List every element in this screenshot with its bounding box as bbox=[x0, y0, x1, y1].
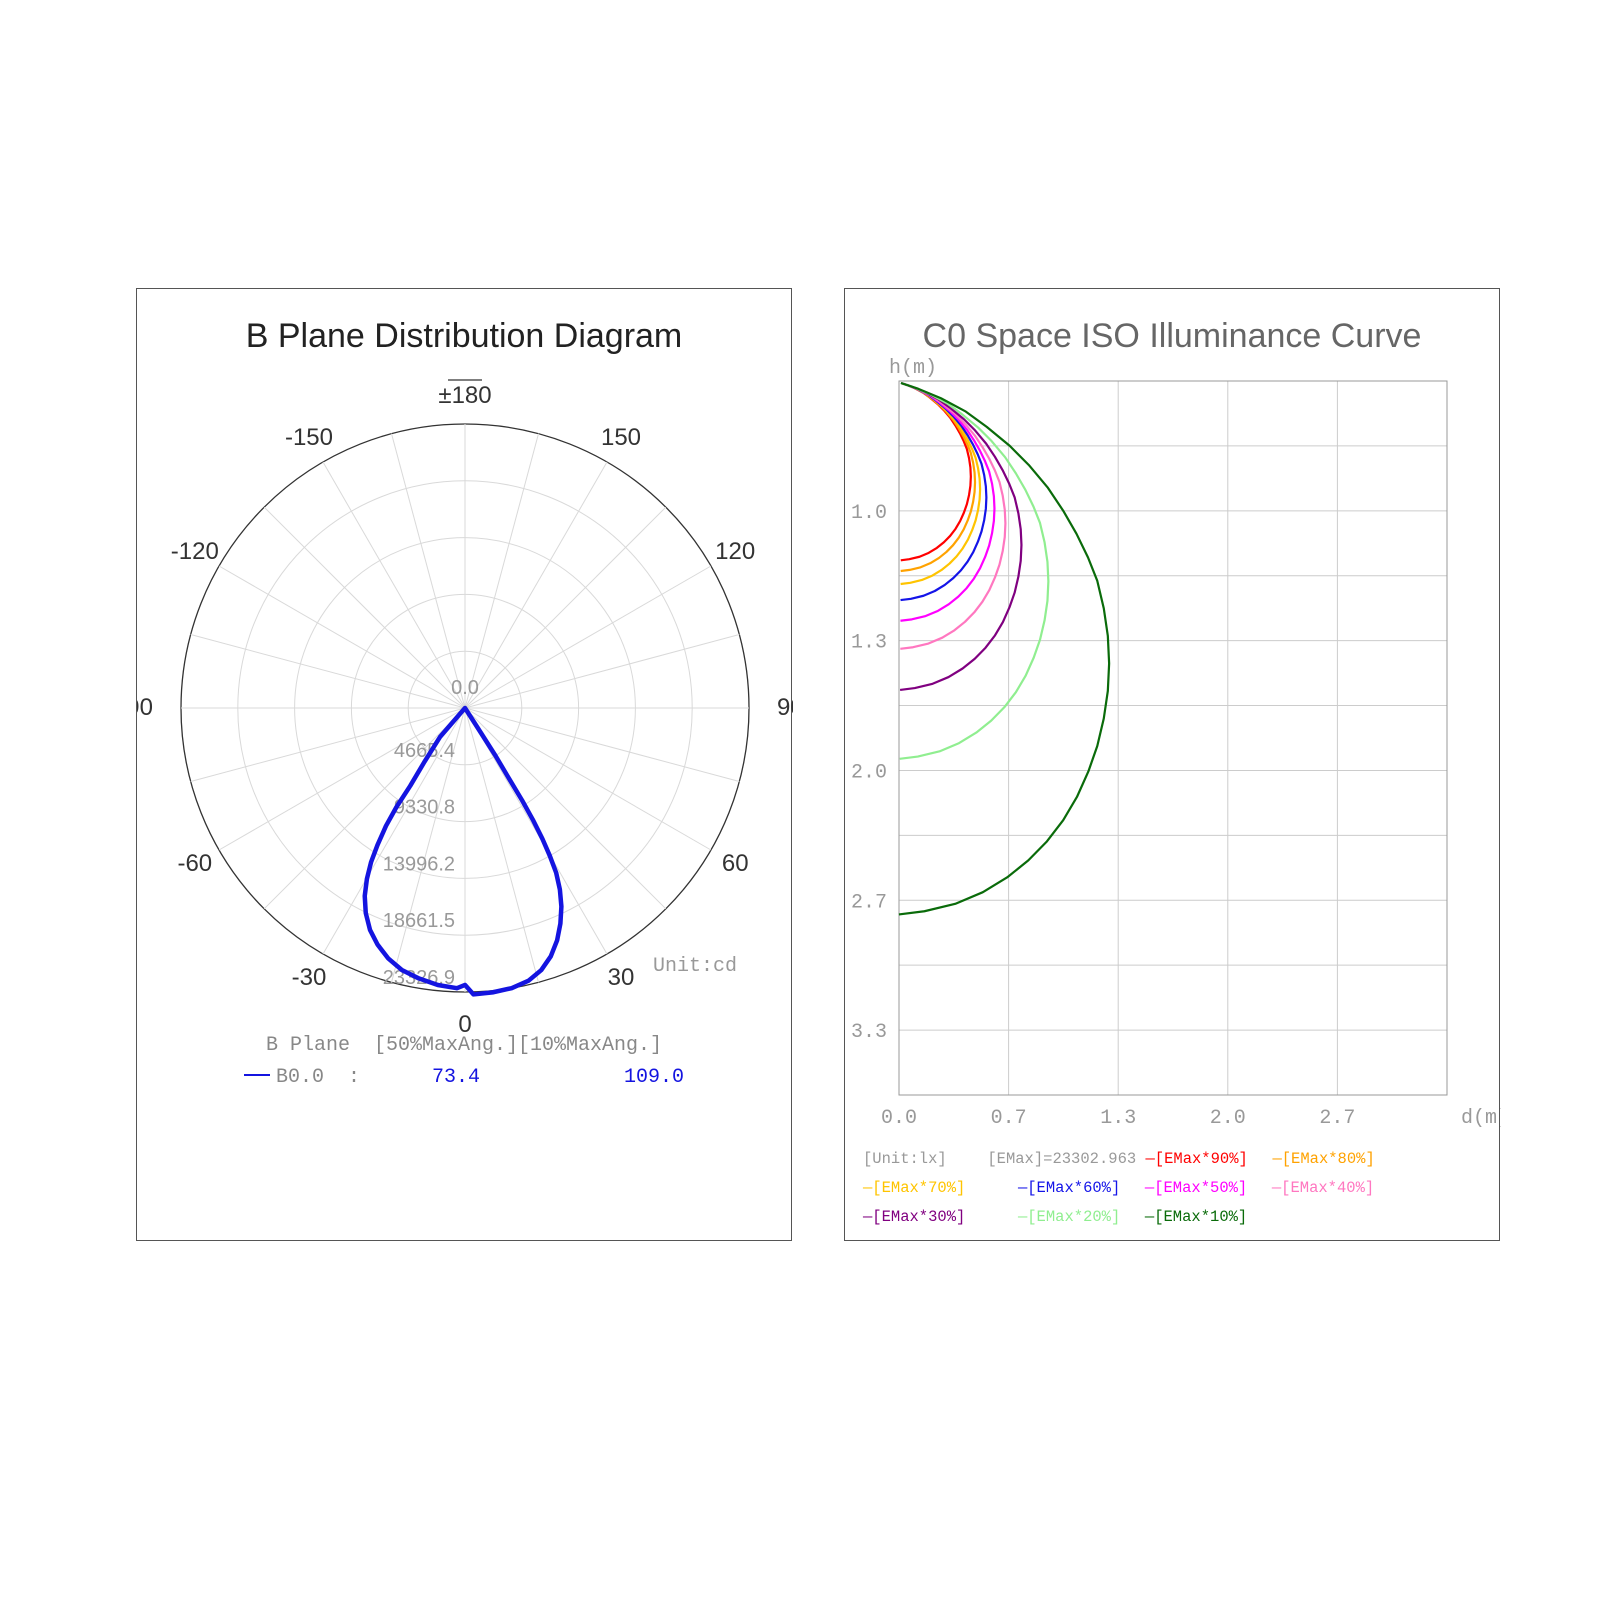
svg-text:2.7: 2.7 bbox=[851, 891, 887, 914]
svg-text:13996.2: 13996.2 bbox=[383, 853, 455, 875]
svg-text:h(m): h(m) bbox=[889, 357, 937, 380]
svg-text:-120: -120 bbox=[171, 538, 219, 565]
svg-text:1.3: 1.3 bbox=[851, 632, 887, 655]
svg-text:120: 120 bbox=[715, 538, 755, 565]
svg-text:Unit:cd: Unit:cd bbox=[653, 955, 737, 978]
svg-text:30: 30 bbox=[608, 964, 635, 991]
svg-text:2.0: 2.0 bbox=[1210, 1107, 1246, 1130]
svg-text:60: 60 bbox=[722, 850, 749, 877]
svg-text:1.3: 1.3 bbox=[1100, 1107, 1136, 1130]
svg-text:1.0: 1.0 bbox=[851, 502, 887, 525]
svg-text:3.3: 3.3 bbox=[851, 1021, 887, 1044]
svg-text:0.0: 0.0 bbox=[881, 1107, 917, 1130]
svg-text:18661.5: 18661.5 bbox=[383, 910, 455, 932]
svg-text:±180: ±180 bbox=[438, 382, 491, 409]
svg-text:-150: -150 bbox=[285, 424, 333, 451]
svg-text:-90: -90 bbox=[137, 694, 153, 721]
svg-text:-30: -30 bbox=[292, 964, 327, 991]
svg-text:-60: -60 bbox=[177, 850, 212, 877]
svg-text:2.0: 2.0 bbox=[851, 761, 887, 784]
svg-text:0.7: 0.7 bbox=[991, 1107, 1027, 1130]
svg-text:2.7: 2.7 bbox=[1319, 1107, 1355, 1130]
svg-text:90: 90 bbox=[777, 694, 793, 721]
svg-text:150: 150 bbox=[601, 424, 641, 451]
svg-text:d(m): d(m) bbox=[1461, 1107, 1501, 1130]
svg-text:0.0: 0.0 bbox=[451, 677, 479, 699]
